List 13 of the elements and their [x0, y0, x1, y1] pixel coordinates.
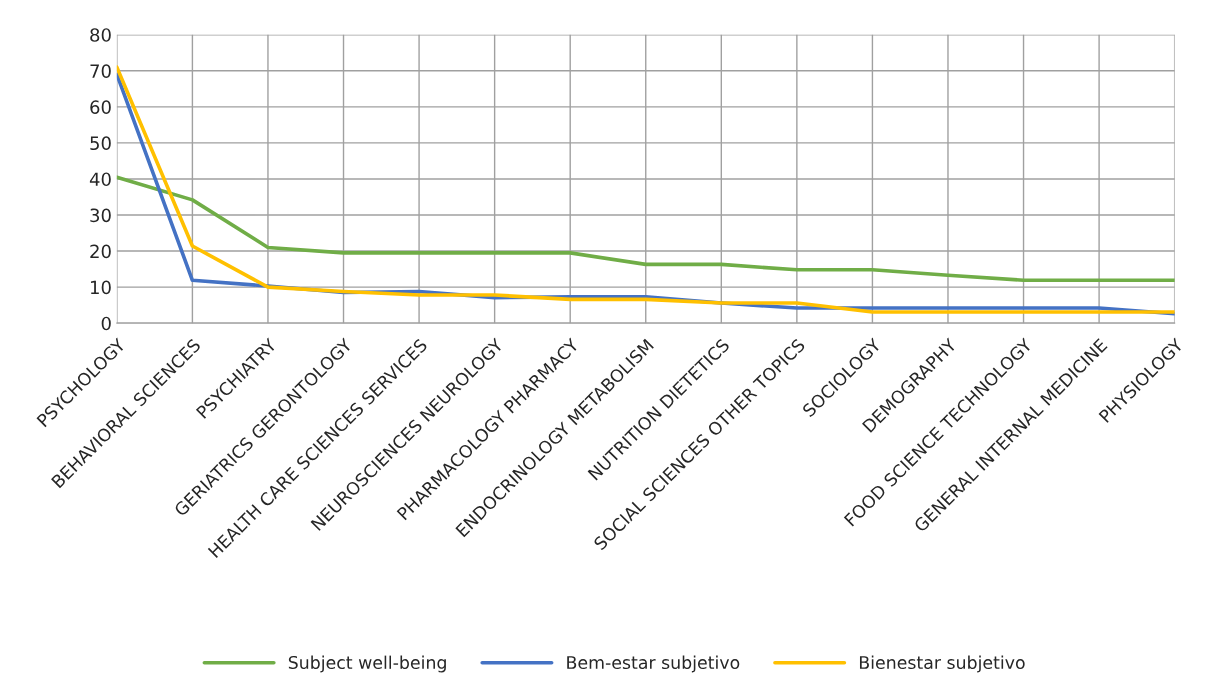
y-tick-label: 50	[90, 136, 111, 151]
y-tick-label: 70	[90, 64, 111, 78]
y-tick-label: 80	[90, 28, 111, 42]
legend-label: Subject well-being	[288, 655, 446, 673]
y-tick-label: 60	[90, 100, 111, 114]
legend-label: Bienestar subjetivo	[859, 655, 1025, 673]
y-tick-label: 40	[89, 172, 111, 187]
line-series	[116, 175, 1175, 283]
legend-label: Bem-estar subjetivo	[567, 655, 740, 673]
y-tick-label: 20	[90, 244, 111, 259]
y-tick-label: 30	[90, 208, 111, 223]
y-tick-label: 10	[91, 280, 111, 295]
y-tick-label: 0	[101, 316, 111, 331]
